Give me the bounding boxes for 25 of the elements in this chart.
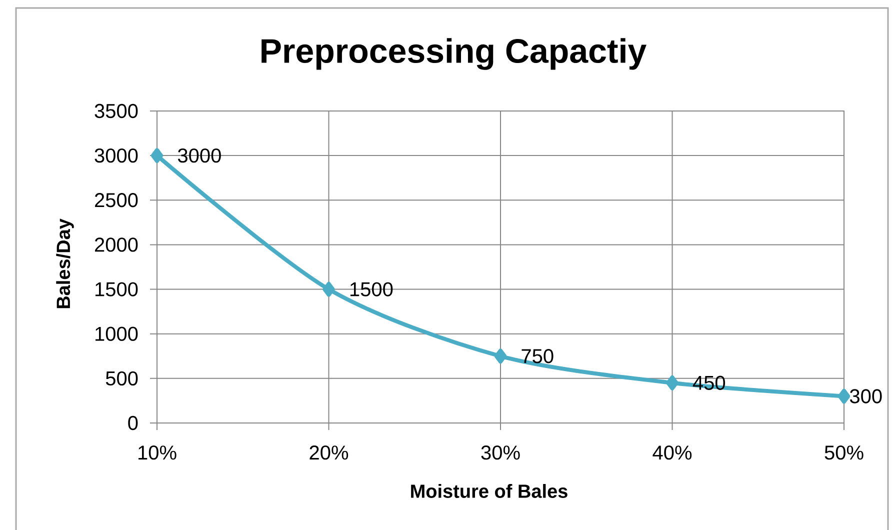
data-label: 750: [522, 349, 554, 364]
y-tick-label: 1000: [96, 326, 138, 341]
point: [150, 148, 164, 164]
x-tick-label: 10%: [138, 446, 176, 460]
x-axis-title: Moisture of Bales: [411, 484, 568, 498]
y-tick-label: 2500: [94, 193, 138, 208]
chart-title: Preprocessing Capactiy: [262, 38, 646, 70]
point: [494, 348, 507, 364]
data-label: 1500: [350, 282, 393, 296]
y-axis-title: Bales/Day: [56, 218, 74, 308]
x-tick-label: 20%: [310, 446, 348, 460]
point: [322, 282, 335, 297]
y-tick-label: 3500: [94, 104, 138, 118]
y-tick-label: 2000: [94, 238, 138, 252]
x-tick-label: 30%: [481, 446, 520, 460]
x-tick-label: 40%: [652, 446, 692, 460]
y-tick-label: 1500: [96, 282, 138, 296]
point: [838, 388, 850, 404]
x-tick-label: 50%: [824, 446, 864, 460]
y-tick-label: 500: [106, 371, 138, 386]
point: [666, 375, 678, 390]
y-tick-label: 0: [128, 416, 138, 430]
data-label: 3000: [178, 148, 221, 163]
y-tick-label: 3000: [94, 148, 138, 163]
data-label: 300: [850, 389, 882, 404]
